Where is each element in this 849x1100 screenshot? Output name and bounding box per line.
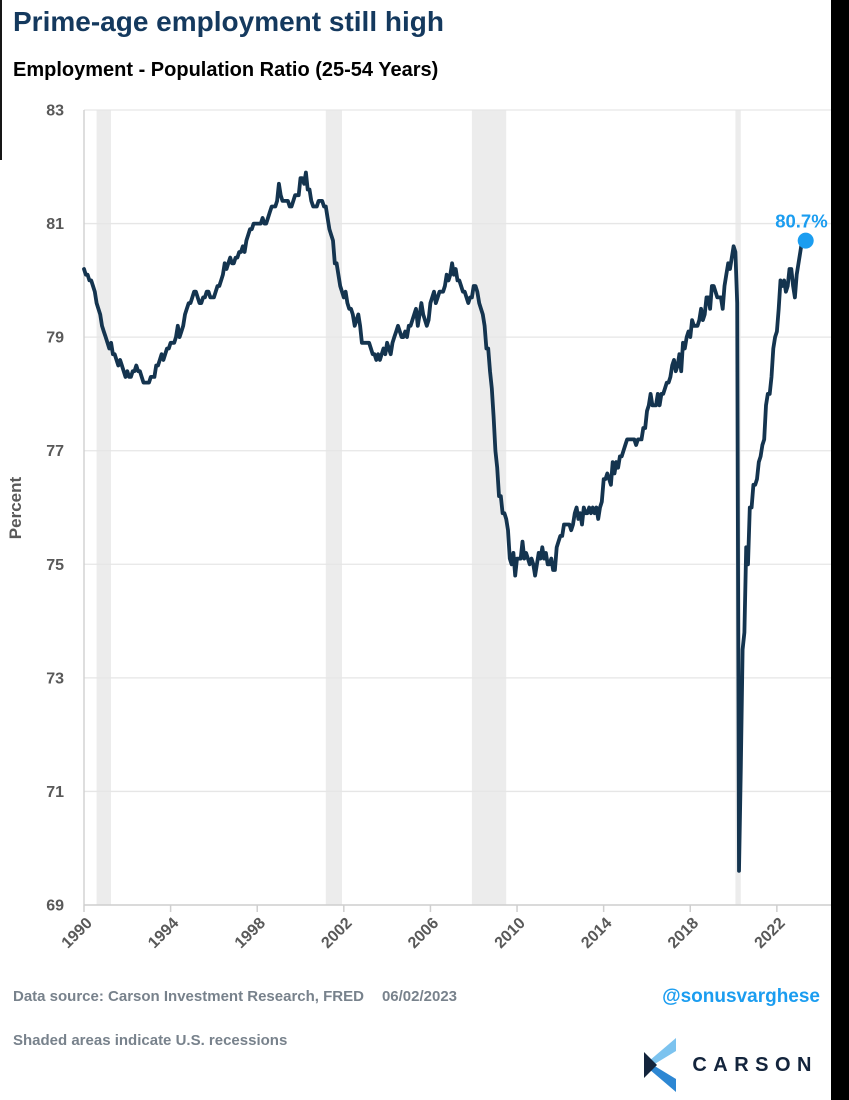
screen-edge-line [0,0,2,160]
data-source-note: Data source: Carson Investment Research,… [13,988,457,1005]
y-tick-label: 69 [46,898,64,915]
y-tick-label: 83 [46,103,64,120]
y-tick-label: 79 [46,330,64,347]
x-tick-label: 2022 [752,915,789,952]
line-chart: 1990 1994 1998 2002 2006 2010 2014 2018 2022 83 81… [6,103,831,952]
y-tick-label: 71 [46,784,64,801]
x-tick-label: 1998 [232,915,269,952]
y-tick-label: 75 [46,557,64,574]
page-title: Prime-age employment still high [13,6,444,37]
twitter-handle[interactable]: @sonusvarghese [662,986,820,1007]
as-of-date: 06/02/2023 [381,988,458,1005]
x-tick-label: 2010 [492,915,529,952]
y-tick-label: 77 [46,443,64,460]
y-tick-label: 73 [46,670,64,687]
x-tick-label: 2006 [405,915,442,952]
latest-value-label: 80.7% [775,211,827,232]
chart-subtitle: Employment - Population Ratio (25-54 Yea… [13,59,439,81]
data-source-text: Data source: Carson Investment Research,… [13,988,364,1005]
latest-point-marker [797,232,814,249]
y-tick-label: 81 [46,216,64,233]
x-tick-label: 1994 [145,915,182,952]
carson-logo: CARSON [644,1038,818,1092]
x-tick-label: 2018 [665,915,702,952]
series-line [82,170,808,873]
y-axis-title: Percent [6,476,25,539]
x-tick-label: 1990 [59,915,96,952]
recession-band [96,110,111,905]
screen-edge-band [831,0,849,1100]
recession-band [325,110,342,905]
x-tick-label: 2014 [578,915,615,952]
recession-note: Shaded areas indicate U.S. recessions [13,1032,288,1049]
x-tick-label: 2002 [318,915,355,952]
carson-logo-icon [644,1038,677,1092]
carson-logo-text: CARSON [692,1053,818,1076]
